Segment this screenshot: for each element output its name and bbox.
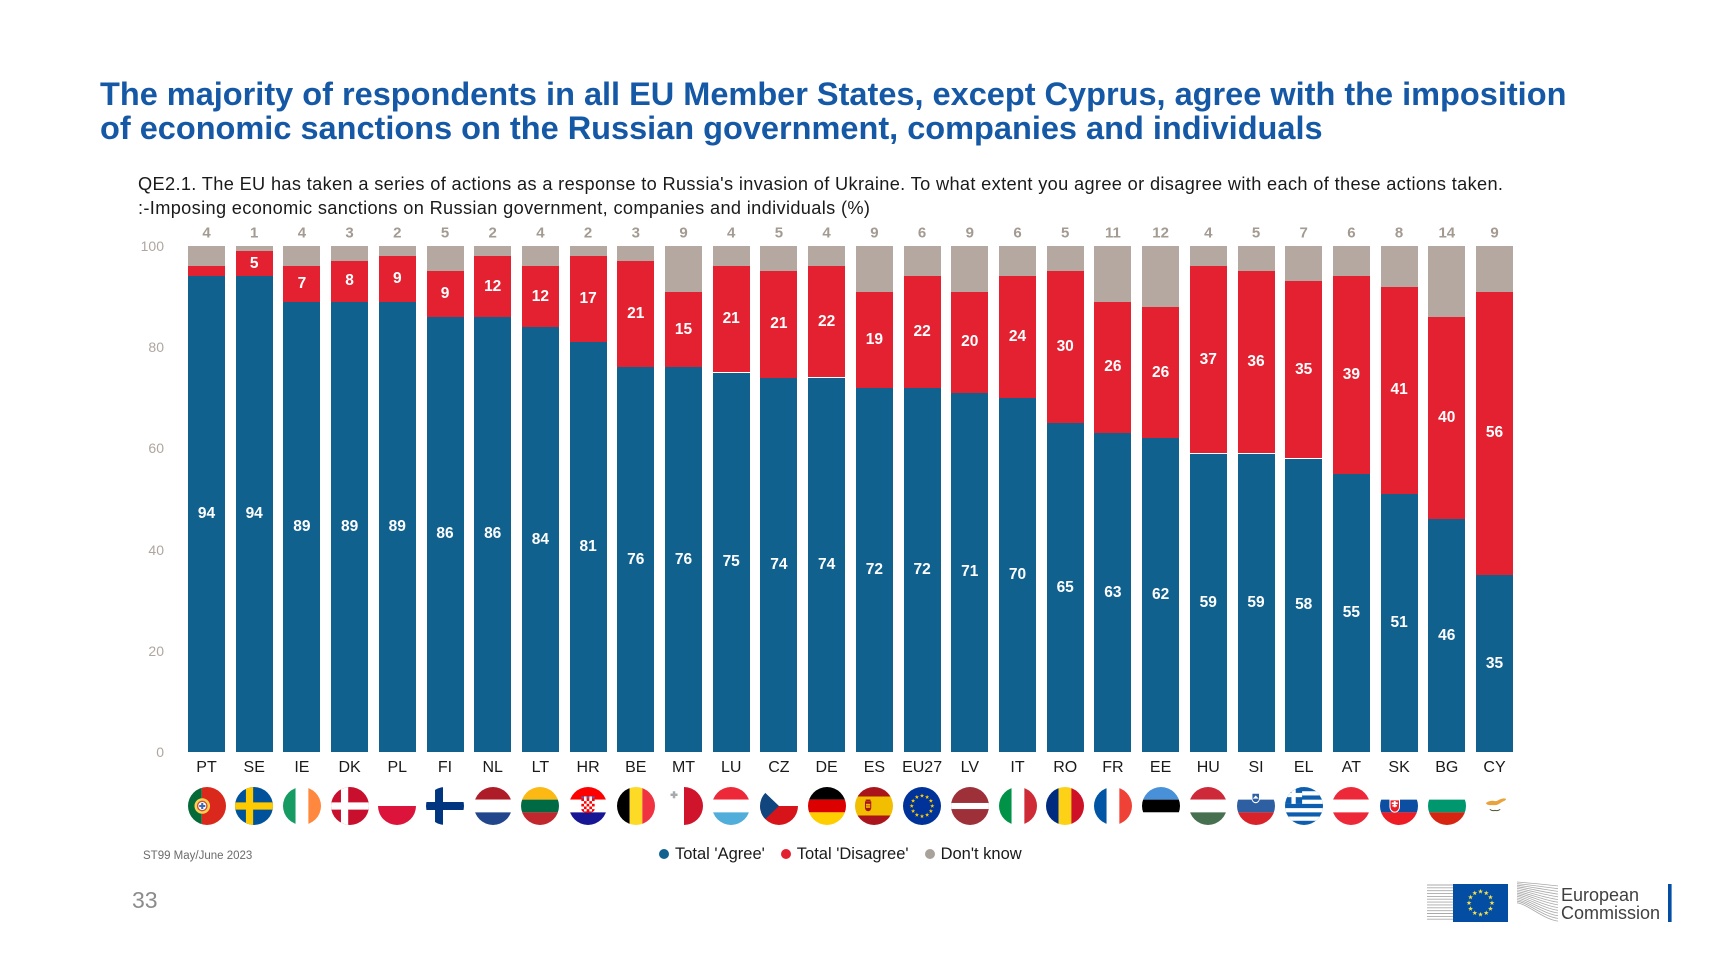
svg-text:Commission: Commission [1561, 903, 1660, 923]
svg-text:European: European [1561, 885, 1639, 905]
